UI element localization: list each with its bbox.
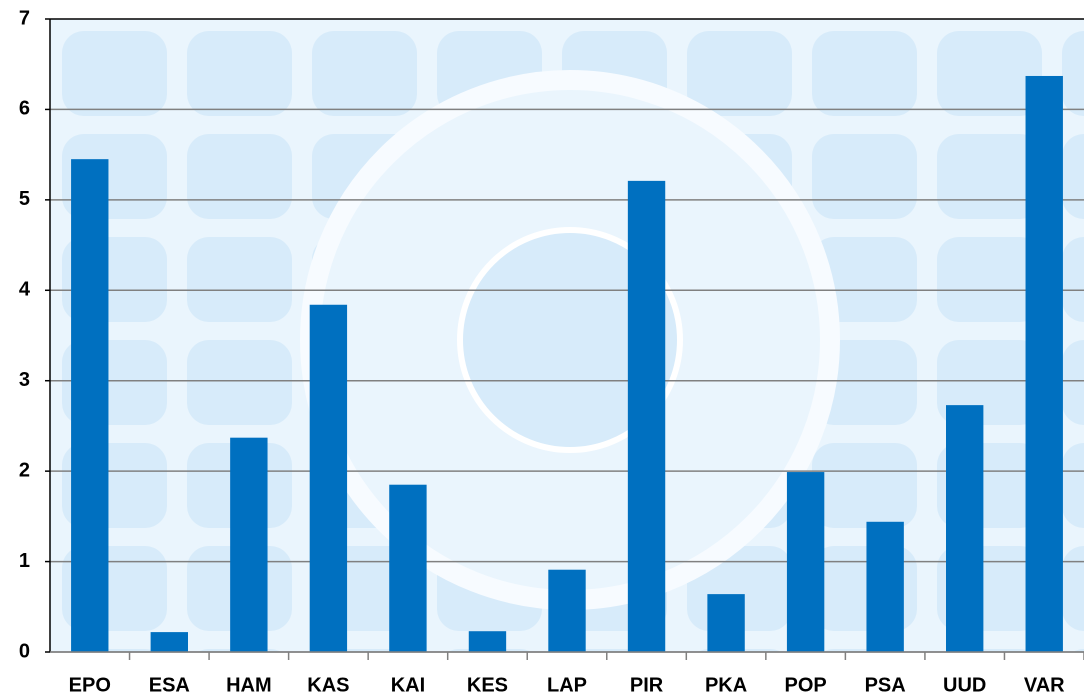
y-tick-label: 0 [19, 640, 30, 662]
bar [866, 521, 904, 652]
x-tick-label: KAI [391, 674, 425, 696]
x-tick-label: PKA [705, 674, 747, 696]
y-tick-label: 3 [19, 369, 30, 391]
x-tick-label: ESA [149, 674, 190, 696]
y-tick-label: 5 [19, 188, 30, 210]
y-tick-label: 6 [19, 98, 30, 120]
bar [1025, 75, 1063, 653]
y-tick-label: 1 [19, 550, 30, 572]
bar [389, 484, 427, 652]
x-tick-label: PSA [865, 674, 906, 696]
bar [707, 594, 745, 652]
y-tick-label: 4 [19, 279, 31, 301]
background-emblem [457, 227, 683, 453]
bar [468, 631, 507, 652]
x-tick-label: KES [467, 674, 508, 696]
bar [230, 437, 268, 652]
bar [71, 159, 109, 652]
y-tick-label: 2 [19, 459, 30, 481]
x-tick-label: VAR [1024, 674, 1065, 696]
bar [627, 180, 666, 653]
x-tick-label: PIR [630, 674, 664, 696]
bar [150, 632, 188, 652]
bar [946, 405, 984, 652]
bar [786, 472, 825, 652]
x-tick-label: KAS [307, 674, 349, 696]
bar [309, 304, 348, 652]
x-tick-label: HAM [226, 674, 272, 696]
y-tick-label: 7 [19, 7, 30, 29]
x-tick-label: UUD [943, 674, 986, 696]
x-tick-label: LAP [547, 674, 587, 696]
bar [548, 569, 586, 652]
x-tick-label: POP [784, 674, 826, 696]
x-tick-label: EPO [69, 674, 111, 696]
